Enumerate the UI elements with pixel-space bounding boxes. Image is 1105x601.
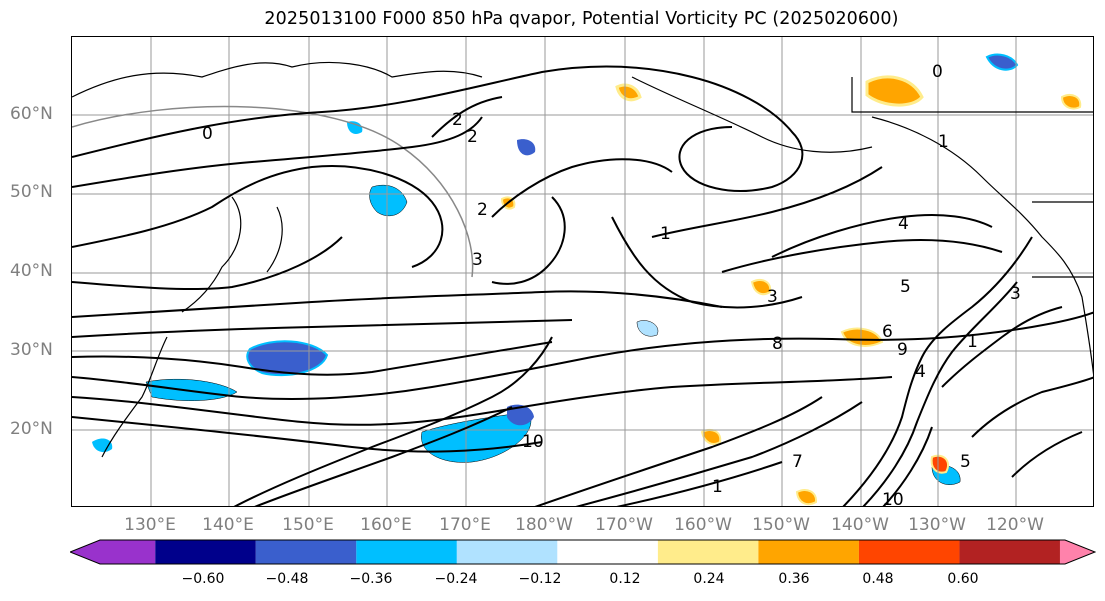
contour-label: 0: [202, 124, 213, 144]
colorbar-tick: 0.48: [862, 571, 894, 587]
qvapor-blue-patch: [985, 53, 1019, 71]
colorbar-outline: [70, 539, 1096, 565]
colorbar-extend-low: [70, 540, 156, 564]
lon-label-120w: 120°W: [986, 515, 1044, 535]
contour-label: 9: [897, 340, 908, 360]
coastlines: [72, 61, 1093, 458]
contour-label: 10: [882, 490, 904, 507]
qvapor-blue-patch: [145, 378, 238, 401]
lat-label-40n: 40°N: [10, 261, 53, 281]
qvapor-blue-patch: [246, 340, 329, 377]
qvapor-orange-patch: [795, 489, 818, 506]
lon-label-150w: 150°W: [752, 515, 810, 535]
lon-label-160e: 160°E: [360, 515, 412, 535]
graticule: [72, 37, 1093, 506]
qvapor-blue-patch: [636, 320, 659, 337]
lat-label-50n: 50°N: [10, 182, 53, 202]
colorbar-segment: [456, 540, 558, 564]
contour-label: 1: [967, 332, 978, 352]
colorbar-tick: −0.48: [265, 571, 309, 587]
contour-label: 8: [772, 334, 783, 354]
contour-label: 2: [452, 110, 463, 130]
colorbar-tick: −0.24: [434, 571, 478, 587]
contour-label: 1: [938, 132, 949, 152]
colorbar-tick: 0.36: [778, 571, 810, 587]
qvapor-orange-patch: [840, 327, 884, 347]
lat-label-60n: 60°N: [10, 104, 53, 124]
contour-label: 3: [767, 287, 778, 307]
qvapor-blue-patch: [347, 121, 363, 134]
lon-label-130e: 130°E: [124, 515, 176, 535]
lon-label-140e: 140°E: [202, 515, 254, 535]
colorbar-tick: −0.12: [518, 571, 562, 587]
colorbar-tick: −0.60: [181, 571, 225, 587]
colorbar-segment: [155, 540, 256, 564]
map-canvas: 0 2 2 1 2 3 1 1 3 4 5 6 8 9 4 5 10 10 7 …: [72, 37, 1093, 507]
lon-label-170w: 170°W: [595, 515, 653, 535]
qvapor-orange-patch: [615, 83, 642, 102]
lat-label-20n: 20°N: [10, 419, 53, 439]
colorbar-tick: 0.24: [693, 571, 725, 587]
colorbar-segment: [255, 540, 357, 564]
qvapor-orange-patch: [930, 454, 950, 474]
qvapor-orange-patch: [1060, 94, 1082, 110]
colorbar-tick: 0.60: [947, 571, 979, 587]
lon-label-180w: 180°W: [515, 515, 573, 535]
qvapor-blue-patch: [421, 411, 532, 463]
contour-label: 0: [932, 62, 943, 82]
plot-title: 2025013100 F000 850 hPa qvapor, Potentia…: [264, 9, 899, 29]
range-circle: [72, 105, 474, 278]
contour-label: 3: [472, 250, 483, 270]
qvapor-orange-patch: [750, 279, 772, 296]
map-panel: 0 2 2 1 2 3 1 1 3 4 5 6 8 9 4 5 10 10 7 …: [71, 36, 1094, 507]
lon-label-140w: 140°W: [831, 515, 889, 535]
contour-label: 6: [882, 322, 893, 342]
qvapor-shading: [92, 53, 1082, 506]
pv-contours: [72, 65, 1093, 506]
contour-label: 7: [792, 452, 803, 472]
colorbar-segments: [70, 540, 1095, 564]
colorbar-segment: [758, 540, 859, 564]
qvapor-blue-patch: [369, 184, 408, 217]
colorbar-segment: [858, 540, 960, 564]
qvapor-blue-patch: [507, 404, 534, 426]
lon-label-130w: 130°W: [908, 515, 966, 535]
contour-label: 2: [467, 127, 478, 147]
colorbar-tick: −0.36: [349, 571, 393, 587]
colorbar-segment: [356, 540, 457, 564]
lon-label-170e: 170°E: [439, 515, 491, 535]
colorbar-extend-high: [1059, 540, 1095, 564]
qvapor-orange-patch: [865, 75, 924, 107]
contour-label: 4: [915, 362, 926, 382]
colorbar-segment: [657, 540, 759, 564]
contour-label: 5: [960, 452, 971, 472]
lat-label-30n: 30°N: [10, 340, 53, 360]
colorbar-tick: 0.12: [609, 571, 641, 587]
colorbar-segment: [959, 540, 1060, 564]
qvapor-blue-patch: [517, 139, 536, 156]
contour-label: 2: [477, 200, 488, 220]
contour-label: 1: [712, 477, 723, 497]
colorbar: [70, 539, 1096, 565]
lon-label-150e: 150°E: [282, 515, 334, 535]
lon-label-160w: 160°W: [674, 515, 732, 535]
contour-label: 10: [522, 432, 544, 452]
contour-label: 5: [900, 277, 911, 297]
colorbar-segment: [557, 540, 658, 564]
contour-label: 4: [898, 214, 909, 234]
contour-label: 1: [660, 224, 671, 244]
contour-label: 3: [1010, 284, 1021, 304]
qvapor-orange-patch: [700, 429, 722, 445]
